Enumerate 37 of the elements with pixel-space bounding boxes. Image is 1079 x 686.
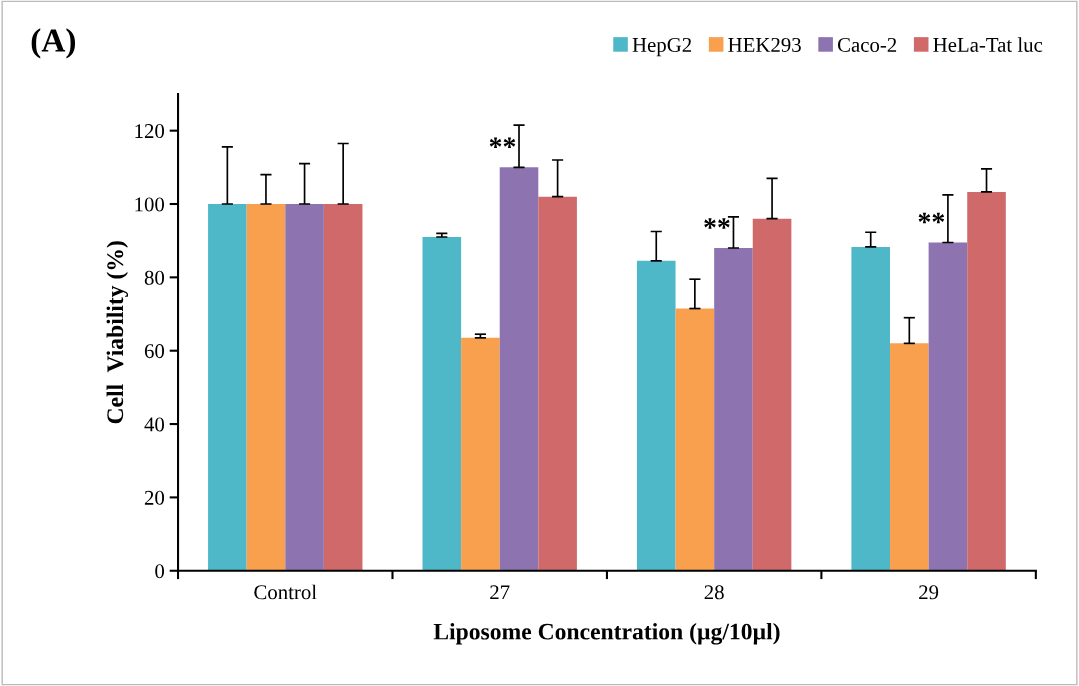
bar (323, 204, 363, 571)
bar (714, 248, 753, 571)
legend-label: HepG2 (632, 37, 692, 57)
y-tick-label: 80 (144, 270, 165, 285)
x-tick-label: Control (254, 584, 317, 600)
bar (675, 308, 715, 571)
x-tick-label: 29 (919, 585, 939, 600)
bar (208, 204, 247, 571)
bar (890, 343, 929, 571)
bar (538, 196, 577, 571)
y-tick-label: 40 (144, 417, 165, 432)
legend-label: HEK293 (728, 37, 801, 52)
bar (246, 204, 286, 571)
y-tick-label: 60 (144, 344, 165, 359)
bar (967, 191, 1006, 571)
annotation: ** (704, 218, 730, 229)
bar (752, 218, 792, 571)
bar (636, 260, 676, 571)
x-tick-label: 27 (490, 585, 510, 600)
y-tick-label: 120 (135, 124, 165, 139)
y-tick-label: 20 (144, 490, 165, 505)
bar (499, 167, 539, 571)
annotation: ** (918, 212, 945, 224)
bar (285, 204, 324, 571)
legend-label: HeLa-Tat luc (933, 37, 1043, 52)
bar (461, 337, 500, 571)
y-axis-title: Cell Viability (%) (106, 241, 129, 424)
y-tick-label: 0 (155, 564, 165, 579)
x-axis-title: Liposome Concentration (µg/10µl) (433, 622, 780, 645)
chart-title: (A) (31, 28, 76, 59)
y-tick-label: 100 (135, 197, 165, 212)
legend-label: Caco-2 (837, 37, 897, 52)
bar (422, 237, 462, 571)
annotation: ** (489, 137, 516, 149)
bar (851, 246, 891, 571)
bar (928, 242, 968, 571)
x-tick-label: 28 (704, 585, 724, 600)
